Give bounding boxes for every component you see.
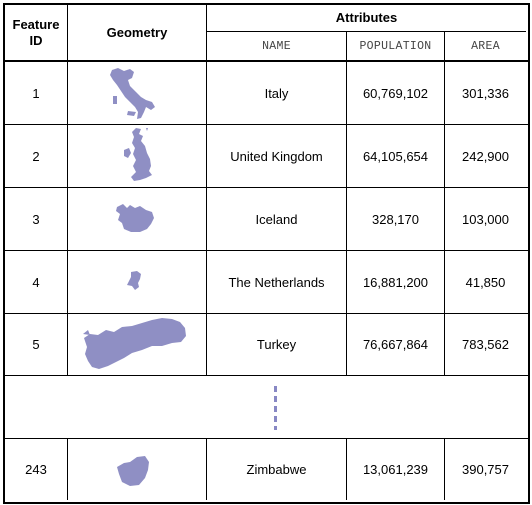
area-cell: 242,900 — [462, 148, 509, 164]
header-feature-id: Feature ID — [5, 5, 67, 60]
population-cell: 60,769,102 — [362, 85, 429, 101]
population-cell: 76,667,864 — [362, 337, 429, 352]
population-cell: 16,881,200 — [362, 274, 429, 290]
feature-id-cell: 1 — [32, 85, 40, 101]
name-cell: Iceland — [255, 211, 298, 227]
uk-shape — [122, 126, 154, 186]
divider — [206, 5, 207, 375]
divider — [3, 124, 530, 125]
name-cell: The Netherlands — [228, 274, 325, 290]
name-cell: Italy — [264, 85, 289, 101]
area-cell: 301,336 — [462, 85, 509, 101]
population-cell: 64,105,654 — [362, 148, 429, 164]
divider — [3, 438, 530, 439]
header-population: POPULATION — [359, 39, 432, 53]
header-attributes: Attributes — [335, 10, 398, 25]
divider — [206, 438, 207, 500]
divider — [3, 375, 530, 376]
divider — [346, 31, 347, 375]
divider — [3, 187, 530, 188]
ellipsis-dashed-line — [274, 386, 277, 430]
header-geometry: Geometry — [106, 24, 168, 40]
feature-id-cell: 243 — [25, 462, 47, 477]
feature-id-cell: 5 — [32, 337, 40, 352]
netherlands-shape — [124, 270, 144, 292]
zimbabwe-shape — [114, 454, 152, 488]
divider — [207, 31, 526, 32]
header-feature-id-line2: ID — [29, 32, 43, 48]
feature-id-cell: 4 — [32, 274, 40, 290]
divider — [444, 31, 445, 375]
divider — [3, 313, 530, 314]
population-cell: 13,061,239 — [362, 462, 429, 477]
turkey-shape — [82, 316, 188, 374]
name-cell: United Kingdom — [230, 148, 323, 164]
divider — [346, 438, 347, 500]
name-cell: Turkey — [256, 337, 297, 352]
divider — [67, 5, 68, 375]
header-area: AREA — [471, 39, 500, 53]
area-cell: 41,850 — [465, 274, 506, 290]
area-cell: 103,000 — [462, 211, 509, 227]
name-cell: Zimbabwe — [246, 462, 307, 477]
divider — [3, 60, 530, 62]
italy-shape — [108, 66, 160, 122]
population-cell: 328,170 — [372, 211, 419, 227]
divider — [67, 438, 68, 500]
divider — [444, 438, 445, 500]
header-name: NAME — [262, 39, 291, 53]
divider — [3, 250, 530, 251]
iceland-shape — [114, 202, 156, 234]
attribute-table — [3, 3, 530, 504]
feature-id-cell: 3 — [32, 211, 40, 227]
header-feature-id-line1: Feature — [12, 16, 60, 32]
feature-id-cell: 2 — [32, 148, 40, 164]
area-cell: 390,757 — [462, 462, 509, 477]
area-cell: 783,562 — [462, 337, 509, 352]
